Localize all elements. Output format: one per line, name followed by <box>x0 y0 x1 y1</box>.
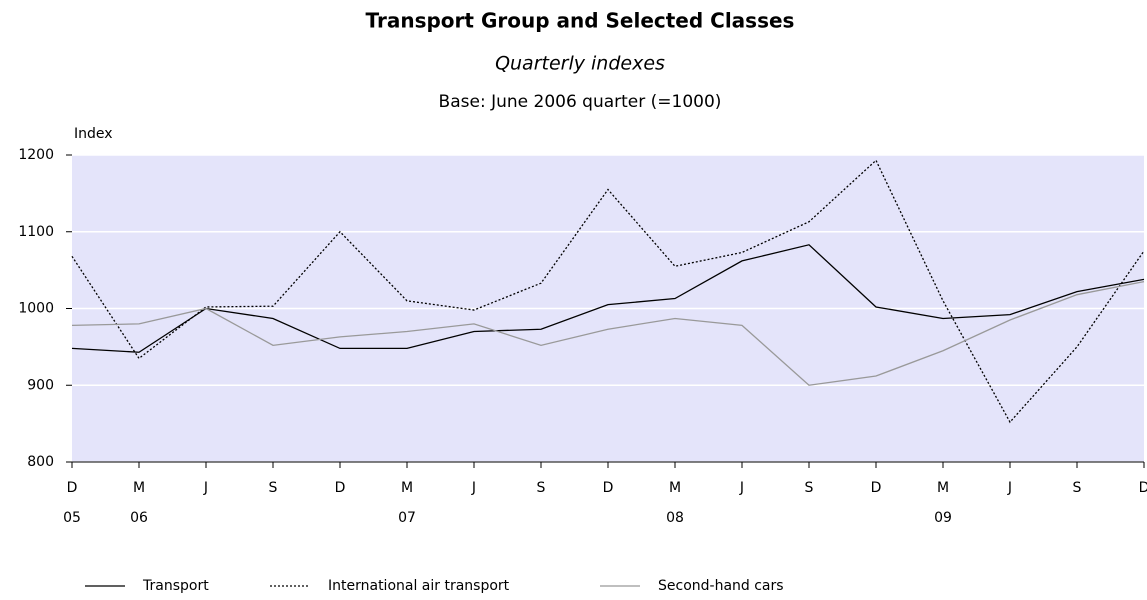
x-tick-label: D <box>1139 480 1147 496</box>
y-axis-label: Index <box>74 126 113 142</box>
x-tick-label: J <box>203 480 208 496</box>
series-line <box>71 280 1145 386</box>
x-tick-label: J <box>471 480 476 496</box>
y-tick-label: 1200 <box>18 147 54 163</box>
x-year-label: 07 <box>398 510 416 526</box>
x-year-label: 09 <box>934 510 952 526</box>
y-tick-label: 900 <box>27 377 54 393</box>
x-year-label: 08 <box>666 510 684 526</box>
legend-label: Second-hand cars <box>658 578 784 594</box>
x-tick-label: J <box>1007 480 1012 496</box>
y-tick-label: 800 <box>27 454 54 470</box>
x-tick-label: M <box>401 480 413 496</box>
y-tick-label: 1100 <box>18 224 54 240</box>
x-tick-label: M <box>669 480 681 496</box>
x-tick-label: D <box>335 480 346 496</box>
series-line <box>71 244 1145 353</box>
x-tick-label: S <box>805 480 814 496</box>
x-tick-label: D <box>871 480 882 496</box>
x-tick-label: D <box>67 480 78 496</box>
y-tick-label: 1000 <box>18 301 54 317</box>
chart-title: Transport Group and Selected Classes <box>366 9 795 33</box>
legend-label: Transport <box>142 578 209 594</box>
chart-subtitle: Quarterly indexes <box>495 53 665 75</box>
chart-note: Base: June 2006 quarter (=1000) <box>439 92 722 112</box>
x-tick-label: S <box>537 480 546 496</box>
x-tick-label: S <box>1073 480 1082 496</box>
series-line <box>71 159 1145 424</box>
x-tick-label: J <box>739 480 744 496</box>
x-year-label: 05 <box>63 510 81 526</box>
x-year-label: 06 <box>130 510 148 526</box>
x-tick-label: S <box>269 480 278 496</box>
x-tick-label: M <box>937 480 949 496</box>
legend-label: International air transport <box>328 578 510 594</box>
x-tick-label: M <box>133 480 145 496</box>
x-tick-label: D <box>603 480 614 496</box>
